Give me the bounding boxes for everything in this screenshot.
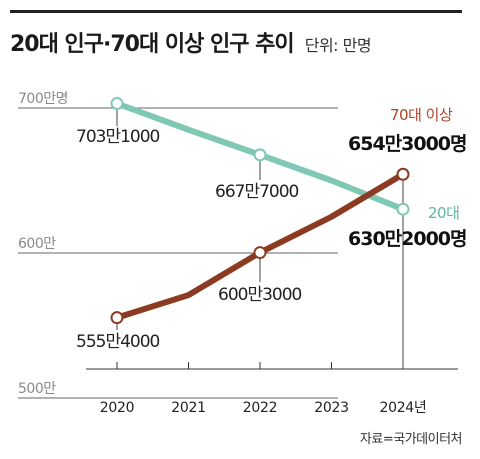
x-tick-label: 2024년	[379, 400, 426, 416]
data-point	[110, 311, 124, 325]
data-point	[396, 167, 410, 181]
series-label: 20대	[428, 204, 459, 222]
x-tick-label: 2022	[243, 400, 277, 416]
y-tick-label: 600만	[18, 236, 56, 252]
data-label: 667만7000	[215, 182, 299, 202]
data-label: 600만3000	[218, 285, 302, 305]
data-point	[396, 202, 410, 216]
series-label: 70대 이상	[390, 106, 453, 124]
y-tick-label: 700만명	[18, 91, 68, 107]
x-tick-label: 2021	[171, 400, 205, 416]
x-tick-label: 2020	[100, 400, 134, 416]
data-point	[110, 97, 124, 111]
x-tick-label: 2023	[314, 400, 348, 416]
chart-header: 20대 인구·70대 이상 인구 추이 단위: 만명	[10, 26, 372, 58]
data-label: 703만1000	[76, 127, 160, 147]
source-note: 자료=국가데이터처	[359, 432, 463, 447]
data-label: 630만2000명	[348, 228, 467, 250]
data-point	[253, 246, 267, 260]
chart-title: 20대 인구·70대 이상 인구 추이	[10, 32, 295, 57]
unit-label: 단위: 만명	[304, 36, 372, 55]
top-rule	[10, 10, 462, 13]
y-tick-label: 500만	[18, 381, 56, 397]
data-label: 654만3000명	[348, 133, 467, 155]
data-label: 555만4000	[76, 332, 160, 352]
data-point	[253, 148, 267, 162]
